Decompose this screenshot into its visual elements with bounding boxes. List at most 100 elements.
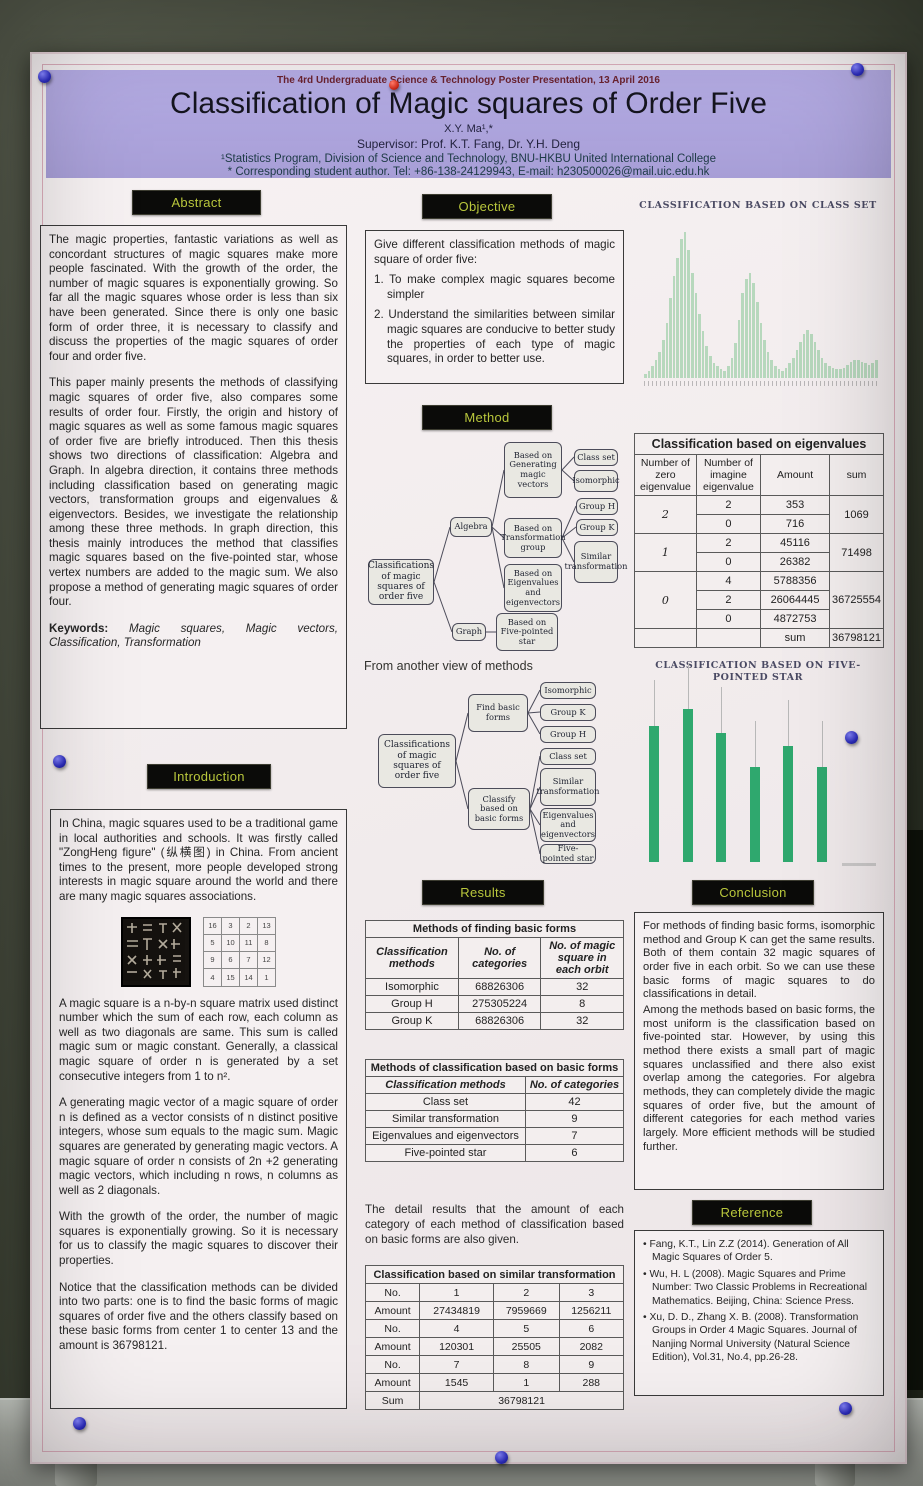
- durer-cell: 13: [257, 916, 276, 935]
- method-node-group-h: Group H: [576, 498, 618, 515]
- reference-item: Xu, D. D., Zhang X. B. (2008). Transform…: [643, 1311, 875, 1365]
- introduction-box: In China, magic squares used to be a tra…: [50, 809, 347, 1409]
- bar: [705, 345, 708, 378]
- method-node-class-set: Class set: [574, 449, 618, 466]
- bar: [820, 357, 824, 378]
- bar: [810, 334, 813, 378]
- bar: [755, 302, 759, 378]
- bar: [647, 370, 651, 378]
- similar-transformation-table: Classification based on similar transfor…: [364, 1265, 625, 1410]
- bar: [824, 363, 828, 378]
- table-cell: 6: [524, 1144, 625, 1162]
- pushpin-middle-right: [845, 731, 858, 744]
- another-view-label: From another view of methods: [364, 659, 533, 673]
- bar: [676, 258, 680, 378]
- table-cell: 4872753: [760, 609, 831, 629]
- bar: [773, 366, 777, 378]
- classification-basic-forms-table: Methods of classification based on basic…: [365, 1059, 625, 1162]
- method-heading: Method: [422, 405, 552, 430]
- bar: [651, 366, 654, 378]
- conclusion-heading: Conclusion: [692, 880, 814, 905]
- bar: [871, 363, 874, 378]
- bar: [831, 367, 835, 378]
- bar: [648, 679, 660, 862]
- bar: [658, 351, 662, 378]
- axis-caption: [842, 863, 876, 866]
- table-cell: 353: [760, 495, 831, 515]
- bar: [683, 232, 687, 378]
- table-sum-cell: 36798121: [419, 1391, 624, 1410]
- pushpin-red-title: [389, 80, 399, 90]
- table-cell: 26064445: [760, 590, 831, 610]
- bar: [813, 341, 817, 378]
- bar: [846, 364, 849, 378]
- row-label: Amount: [364, 1301, 421, 1320]
- method-node-graph: Graph: [452, 623, 486, 641]
- table-title: Classification based on eigenvalues: [634, 433, 884, 455]
- column-header: Number of imagine eigenvalue: [695, 454, 762, 496]
- durer-cell: 5: [203, 933, 222, 953]
- table-cell: 0: [695, 552, 762, 572]
- bar: [687, 249, 690, 378]
- bar: [719, 369, 723, 378]
- bar: [649, 725, 659, 862]
- table-cell: 2: [695, 590, 762, 610]
- table-cell: 1: [493, 1373, 560, 1392]
- bar: [875, 360, 878, 378]
- conclusion-box: For methods of finding basic forms, isom…: [634, 912, 884, 1190]
- bar: [860, 361, 864, 378]
- durer-cell: 6: [221, 951, 240, 970]
- pushpin-top-left: [38, 70, 51, 83]
- view-node-root: Classifications of magic squares of orde…: [378, 734, 456, 788]
- method-node-isomorphic: Isomorphic: [572, 470, 620, 492]
- bar: [795, 350, 799, 378]
- row-label: No.: [364, 1319, 421, 1338]
- table-cell: 26382: [760, 552, 831, 572]
- objective-item-2: 2. Understand the similarities between s…: [374, 308, 615, 366]
- view-node-similar-transformation: Similar transformation: [536, 768, 600, 806]
- bar: [816, 767, 827, 862]
- objective-item-1: 1. To make complex magic squares become …: [374, 273, 615, 301]
- bar: [806, 329, 810, 378]
- bar: [727, 366, 730, 378]
- durer-cell: 16: [203, 916, 222, 935]
- bar: [715, 686, 727, 862]
- table-cell: 68826306: [457, 978, 542, 996]
- introduction-heading: Introduction: [147, 764, 271, 789]
- bar: [838, 369, 842, 378]
- view-node-eigenvalues: Eigenvalues and eigenvectors: [540, 808, 596, 842]
- bar: [680, 239, 683, 378]
- pushpin-middle-left: [53, 755, 66, 768]
- table-title: Classification based on similar transfor…: [365, 1265, 624, 1284]
- introduction-paragraph-1: In China, magic squares used to be a tra…: [59, 817, 338, 903]
- column-header: No. of magic square in each orbit: [540, 937, 624, 979]
- results-detail-text: The detail results that the amount of ea…: [365, 1203, 624, 1246]
- method-node-algebra: Algebra: [450, 517, 492, 537]
- durer-cell: 15: [221, 968, 240, 987]
- bar: [766, 351, 770, 378]
- durer-cell: 9: [203, 951, 222, 970]
- method-node-root: Classifications of magic squares of orde…: [368, 559, 434, 605]
- finding-basic-forms-table: Methods of finding basic forms Classific…: [365, 920, 624, 1030]
- introduction-figures: 16 3 2 13 5 10 11 8 9 6 7: [59, 916, 338, 987]
- durer-cell: 10: [221, 933, 240, 953]
- row-label: Amount: [364, 1337, 421, 1356]
- bar: [716, 366, 719, 378]
- introduction-paragraph-5: Notice that the classification methods c…: [59, 1280, 338, 1353]
- bar: [782, 696, 794, 862]
- abstract-paragraph-2: This paper mainly presents the methods o…: [49, 376, 338, 609]
- table-cell: 8: [493, 1355, 560, 1374]
- x-tick-labels: [644, 381, 878, 386]
- table-cell: Eigenvalues and eigenvectors: [365, 1127, 526, 1145]
- bar: [748, 272, 752, 378]
- durer-cell: 12: [257, 951, 276, 970]
- bar: [698, 313, 701, 378]
- table-cell: 288: [558, 1373, 625, 1392]
- durer-magic-square: 16 3 2 13 5 10 11 8 9 6 7: [203, 916, 276, 987]
- table-cell: 1: [419, 1283, 495, 1302]
- table-cell: Class set: [365, 1093, 526, 1111]
- abstract-heading: Abstract: [132, 190, 261, 215]
- objective-intro: Give different classification methods of…: [374, 238, 615, 266]
- bar-stem: [788, 699, 790, 746]
- bar: [799, 341, 802, 378]
